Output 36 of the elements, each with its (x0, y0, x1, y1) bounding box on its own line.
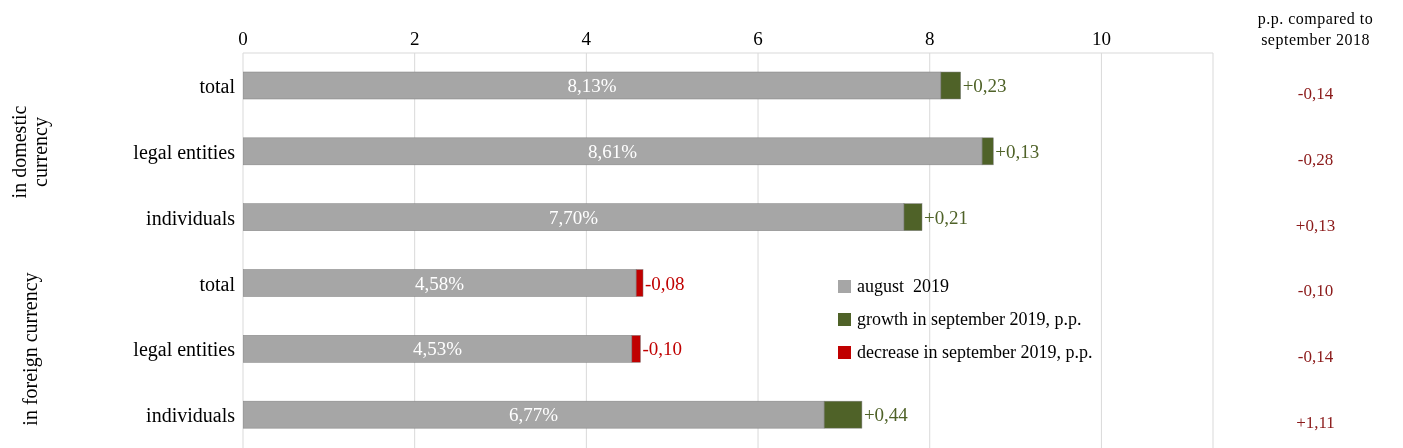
x-tick-label: 6 (753, 28, 763, 49)
text: -0,14 (1296, 347, 1335, 368)
text: p.p. compared to september 2018 (1256, 9, 1375, 50)
text: in foreign currency (18, 271, 41, 428)
data-label: 4,58% (415, 272, 465, 294)
legend-label: august 2019 (857, 276, 949, 297)
data-label: +0,13 (995, 140, 1040, 162)
y-tick-label: total (199, 75, 236, 98)
data-label: -0,08 (645, 272, 685, 294)
x-tick-label: 0 (238, 28, 248, 49)
text: -0,14 (1296, 83, 1335, 104)
x-tick-label: 10 (1091, 28, 1111, 49)
data-label: 7,70% (548, 206, 599, 228)
y-tick-label: total (199, 272, 236, 295)
data-label: 8,13% (567, 75, 617, 97)
x-tick-label: 8 (924, 28, 935, 49)
x-tick-label: 4 (581, 28, 592, 49)
text: +1,11 (1295, 413, 1336, 434)
x-tick-label: 2 (409, 28, 420, 49)
legend-label: decrease in september 2019, p.p. (857, 342, 1093, 363)
text: -0,10 (1296, 281, 1335, 302)
data-label: 6,77% (509, 404, 559, 426)
data-label: 4,53% (412, 338, 463, 360)
data-label: +0,21 (924, 206, 968, 228)
data-label: -0,10 (642, 338, 683, 360)
data-label: +0,44 (863, 404, 909, 426)
y-tick-label: legal entities (133, 140, 236, 164)
data-label: 8,61% (588, 140, 638, 162)
y-tick-label: individuals (146, 404, 236, 427)
text: -0,28 (1296, 149, 1335, 170)
text: +0,13 (1294, 215, 1337, 236)
text: in domestic currency (8, 104, 51, 201)
y-tick-label: individuals (146, 206, 236, 229)
legend-label: growth in september 2019, p.p. (857, 309, 1082, 330)
data-label: +0,23 (962, 75, 1007, 97)
y-tick-label: legal entities (133, 338, 236, 362)
